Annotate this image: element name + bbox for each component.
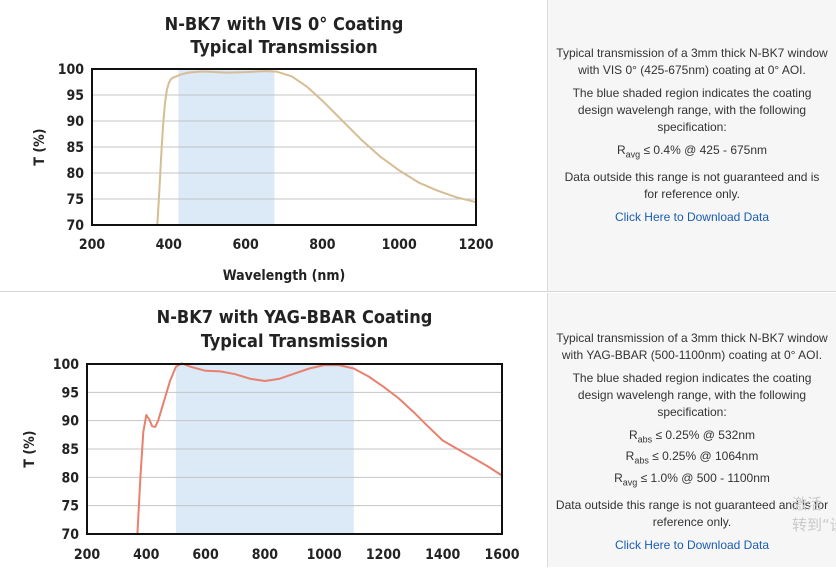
x-tick-label: 1200	[366, 547, 401, 563]
x-tick-label: 1400	[425, 547, 460, 563]
transmission-chart-yag-bbar: N-BK7 with YAG-BBAR Coating Typical Trans…	[22, 307, 520, 563]
x-tick-label: 200	[74, 547, 101, 563]
chart-subtitle: Typical Transmission	[190, 37, 377, 58]
y-tick-label: 90	[66, 114, 84, 130]
x-tick-label: 400	[133, 547, 160, 563]
spec-subscript: abs	[634, 455, 649, 466]
y-tick-label: 75	[66, 192, 84, 208]
x-tick-label: 200	[79, 237, 106, 253]
shading-note: The blue shaded region indicates the coa…	[572, 86, 812, 134]
transmission-series-line	[156, 70, 476, 225]
spec-subscript: avg	[625, 149, 641, 160]
spec-symbol: R	[614, 470, 623, 485]
watermark-line: 转到“设	[792, 516, 836, 534]
spec-value: ≤ 0.4% @ 425 - 675nm	[640, 143, 768, 157]
x-tick-label: 800	[252, 547, 279, 563]
y-tick-label: 95	[66, 88, 84, 104]
x-tick-label: 800	[309, 237, 336, 253]
y-tick-label: 100	[53, 357, 80, 373]
spec-list: Rabs ≤ 0.25% @ 532nm Rabs ≤ 0.25% @ 1064n…	[554, 427, 830, 491]
chart-title: N-BK7 with YAG-BBAR Coating	[157, 307, 433, 328]
download-data-link[interactable]: Click Here to Download Data	[614, 538, 770, 553]
x-tick-label: 600	[232, 237, 259, 253]
spec-value: ≤ 1.0% @ 500 - 1100nm	[637, 470, 770, 485]
spec-symbol: R	[625, 449, 635, 464]
spec-line: Rabs ≤ 0.25% @ 1064nm	[554, 448, 830, 469]
activation-watermark: 激活 转到“设	[792, 494, 836, 536]
chart-panel-vis: N-BK7 with VIS 0° Coating Typical Transmi…	[0, 0, 836, 292]
spec-subscript: abs	[637, 434, 653, 445]
description-text: Typical transmission of a 3mm thick N-BK…	[556, 46, 828, 77]
x-axis-label: Wavelength (nm)	[223, 268, 345, 284]
spec-symbol: R	[628, 428, 638, 442]
y-tick-label: 85	[61, 442, 79, 458]
spec-value: ≤ 0.25% @ 532nm	[652, 428, 756, 442]
y-tick-label: 100	[58, 62, 85, 78]
chart-cell: N-BK7 with VIS 0° Coating Typical Transmi…	[0, 0, 547, 291]
y-tick-label: 95	[61, 385, 79, 401]
chart-title: N-BK7 with VIS 0° Coating	[165, 14, 404, 35]
plot-frame	[91, 68, 477, 226]
disclaimer-text: Data outside this range is not guarantee…	[564, 170, 820, 202]
y-tick-label: 80	[61, 470, 79, 486]
shading-note: The blue shaded region indicates the coa…	[572, 371, 812, 419]
description-text: Typical transmission of a 3mm thick N-BK…	[556, 331, 828, 362]
x-tick-label: 600	[192, 547, 219, 563]
y-tick-label: 90	[61, 414, 79, 430]
download-data-link[interactable]: Click Here to Download Data	[614, 210, 770, 225]
y-tick-label: 75	[61, 499, 79, 515]
y-tick-label: 80	[66, 166, 84, 182]
x-tick-label: 1600	[484, 547, 519, 563]
watermark-line: 激活	[792, 495, 823, 513]
spec-list: Ravg ≤ 0.4% @ 425 - 675nm	[556, 142, 828, 163]
x-tick-label: 1000	[382, 237, 417, 253]
info-cell: Typical transmission of a 3mm thick N-BK…	[547, 0, 836, 291]
spec-symbol: R	[616, 143, 626, 157]
spec-subscript: avg	[622, 477, 638, 488]
info-cell: Typical transmission of a 3mm thick N-BK…	[547, 293, 836, 567]
y-tick-label: 85	[66, 140, 84, 156]
plot-frame	[86, 363, 503, 535]
chart-panel-yag-bbar: N-BK7 with YAG-BBAR Coating Typical Trans…	[0, 293, 836, 567]
chart-subtitle: Typical Transmission	[201, 331, 388, 352]
y-axis-label: T (%)	[32, 128, 48, 165]
x-tick-label: 1000	[307, 547, 342, 563]
spec-line: Ravg ≤ 1.0% @ 500 - 1100nm	[554, 470, 830, 491]
y-tick-label: 70	[66, 218, 84, 234]
x-tick-label: 1200	[458, 237, 493, 253]
spec-line: Rabs ≤ 0.25% @ 532nm	[554, 427, 830, 448]
x-tick-label: 400	[156, 237, 183, 253]
spec-value: ≤ 0.25% @ 1064nm	[648, 449, 759, 464]
y-axis-label: T (%)	[22, 430, 38, 467]
chart-cell: N-BK7 with YAG-BBAR Coating Typical Trans…	[0, 293, 547, 567]
transmission-series-line	[136, 362, 502, 534]
spec-line: Ravg ≤ 0.4% @ 425 - 675nm	[556, 142, 828, 163]
y-tick-label: 70	[61, 527, 79, 543]
disclaimer-text: Data outside this range is not guarantee…	[555, 498, 829, 530]
